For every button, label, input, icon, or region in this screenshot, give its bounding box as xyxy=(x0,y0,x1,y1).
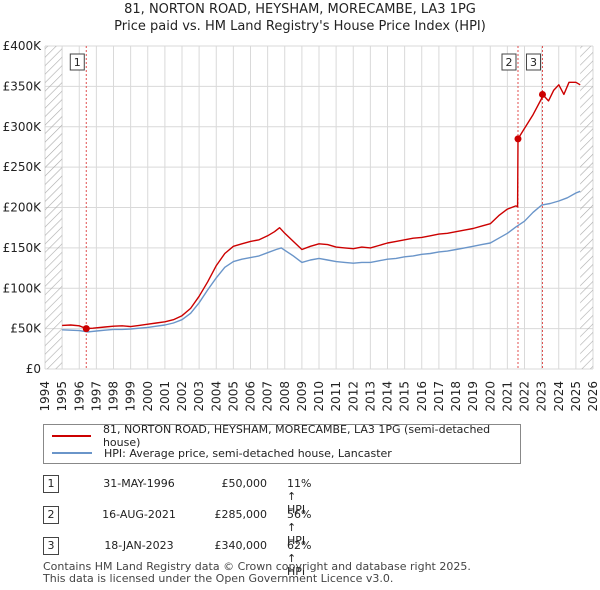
x-tick-label: 2014 xyxy=(381,381,395,412)
y-tick-label: £50K xyxy=(10,322,42,336)
y-tick-label: £100K xyxy=(3,281,43,295)
x-tick-label: 2022 xyxy=(518,381,532,412)
sale-point xyxy=(82,325,90,333)
y-tick-label: £200K xyxy=(3,201,43,215)
sale-number-box xyxy=(501,53,517,71)
x-tick-label: 2008 xyxy=(278,381,292,412)
sale-number-box xyxy=(69,53,85,71)
x-tick-label: 1994 xyxy=(38,381,52,412)
x-tick-label: 2004 xyxy=(209,381,223,412)
legend-swatch-hpi xyxy=(52,452,92,454)
x-tick-label: 2012 xyxy=(346,381,360,412)
transaction-date: 18-JAN-2023 xyxy=(104,539,174,552)
x-tick-label: 1999 xyxy=(124,381,138,412)
x-tick-label: 2021 xyxy=(500,381,514,412)
x-tick-label: 2023 xyxy=(535,381,549,412)
x-tick-label: 2009 xyxy=(295,381,309,412)
legend-label-hpi: HPI: Average price, semi-detached house,… xyxy=(104,446,392,460)
transaction-number-badge: 1 xyxy=(43,475,59,493)
legend-swatch-property xyxy=(52,435,91,437)
chart-title-address: 81, NORTON ROAD, HEYSHAM, MORECAMBE, LA3… xyxy=(124,2,476,17)
transaction-price: £50,000 xyxy=(221,477,268,490)
x-tick-label: 2017 xyxy=(432,381,446,412)
sale-number-label: 3 xyxy=(530,56,537,69)
no-data-hatch-left xyxy=(45,46,63,369)
sale-point xyxy=(514,135,522,143)
property-price-line xyxy=(62,81,581,330)
x-tick-label: 2016 xyxy=(415,381,429,412)
transaction-number-badge: 2 xyxy=(43,506,59,524)
footer-copyright: Contains HM Land Registry data © Crown c… xyxy=(43,560,471,573)
sale-number-label: 1 xyxy=(74,56,81,69)
x-tick-label: 1996 xyxy=(72,381,86,412)
x-tick-label: 2013 xyxy=(363,381,377,412)
footer-licence: This data is licensed under the Open Gov… xyxy=(43,572,394,585)
x-tick-label: 2005 xyxy=(226,381,240,412)
x-tick-label: 2026 xyxy=(586,381,600,412)
transaction-price: £285,000 xyxy=(214,508,268,521)
x-tick-label: 2001 xyxy=(158,381,172,412)
y-tick-label: £150K xyxy=(3,241,43,255)
legend-entry-hpi: HPI: Average price, semi-detached house,… xyxy=(52,445,392,461)
y-tick-label: £300K xyxy=(3,120,43,134)
x-tick-label: 2006 xyxy=(244,381,258,412)
legend-entry-property: 81, NORTON ROAD, HEYSHAM, MORECAMBE, LA3… xyxy=(52,423,520,449)
x-tick-label: 1995 xyxy=(55,381,69,412)
x-tick-label: 2015 xyxy=(398,381,412,412)
x-tick-label: 2025 xyxy=(569,381,583,412)
sale-point xyxy=(538,90,546,98)
sale-number-box xyxy=(525,53,541,71)
x-tick-label: 1998 xyxy=(107,381,121,412)
price-chart: 1 2 3 £0 £50K £100K £150K £200K £250K £300K £350K… xyxy=(3,39,600,412)
transaction-hpi-change: 56% ↑ HPI xyxy=(287,508,312,547)
x-tick-label: 2019 xyxy=(466,381,480,412)
footer-attribution: Contains HM Land Registry data © Crown c… xyxy=(43,561,471,585)
x-tick-label: 2020 xyxy=(483,381,497,412)
no-data-hatch-right xyxy=(580,46,593,369)
x-tick-label: 1997 xyxy=(89,381,103,412)
x-tick-label: 2024 xyxy=(552,381,566,412)
transaction-hpi-change: 11% ↑ HPI xyxy=(287,477,312,516)
x-tick-label: 2000 xyxy=(141,381,155,412)
x-tick-label: 2011 xyxy=(329,381,343,412)
y-tick-label: £0 xyxy=(26,362,41,376)
chart-legend: 81, NORTON ROAD, HEYSHAM, MORECAMBE, LA3… xyxy=(43,423,521,464)
legend-label-property: 81, NORTON ROAD, HEYSHAM, MORECAMBE, LA3… xyxy=(102,423,491,449)
hpi-line xyxy=(62,190,581,333)
transaction-date: 16-AUG-2021 xyxy=(102,508,176,521)
transaction-date: 31-MAY-1996 xyxy=(103,477,175,490)
sale-number-label: 2 xyxy=(505,56,512,69)
x-tick-label: 2018 xyxy=(449,381,463,412)
x-tick-label: 2003 xyxy=(192,381,206,412)
transaction-price: £340,000 xyxy=(214,539,268,552)
chart-title-subtitle: Price paid vs. HM Land Registry's House … xyxy=(114,19,486,34)
x-tick-label: 2010 xyxy=(312,381,326,412)
y-tick-label: £250K xyxy=(3,160,43,174)
x-tick-label: 2002 xyxy=(175,381,189,412)
transaction-number-badge: 3 xyxy=(43,537,59,555)
y-tick-label: £400K xyxy=(3,39,43,53)
transaction-hpi-change: 62% ↑ HPI xyxy=(287,539,312,578)
y-tick-label: £350K xyxy=(3,79,43,93)
x-tick-label: 2007 xyxy=(261,381,275,412)
